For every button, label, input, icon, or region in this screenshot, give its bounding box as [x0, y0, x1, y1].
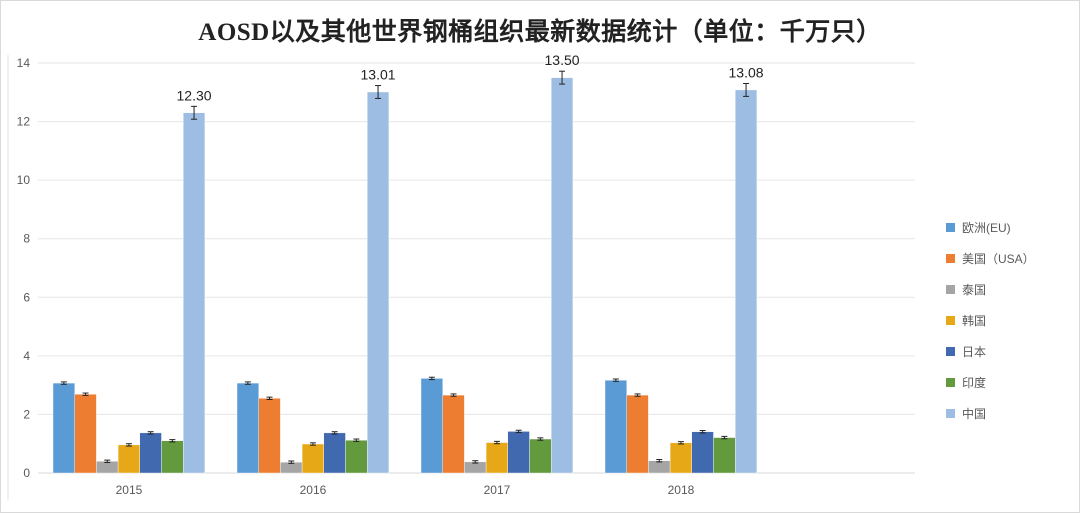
- legend-label: 欧洲(EU): [962, 221, 1011, 235]
- legend-swatch-icon: [946, 285, 955, 294]
- x-tick-label: 2018: [668, 483, 695, 497]
- legend-item: 印度: [946, 367, 1035, 398]
- data-label: 13.50: [545, 52, 580, 68]
- y-tick-label: 6: [23, 290, 30, 304]
- y-tick-label: 10: [17, 173, 31, 187]
- bar: [713, 437, 736, 474]
- x-tick-label: 2017: [484, 483, 511, 497]
- legend-label: 韩国: [962, 314, 987, 328]
- bar: [139, 432, 162, 474]
- bar: [52, 382, 75, 474]
- legend-label: 美国（USA）: [962, 252, 1035, 266]
- bar: [485, 442, 509, 474]
- legend-item: 韩国: [946, 305, 1035, 336]
- legend-item: 泰国: [946, 274, 1035, 305]
- bar: [236, 382, 259, 474]
- data-label: 12.30: [177, 87, 212, 103]
- y-tick-label: 14: [17, 56, 31, 70]
- chart-title: AOSD以及其他世界钢桶组织最新数据统计（单位：千万只）: [198, 19, 882, 46]
- bar: [161, 440, 184, 474]
- data-label: 13.01: [361, 67, 396, 83]
- bar: [669, 442, 692, 474]
- chart-legend: 欧洲(EU) 美国（USA） 泰国韩国日本印度中国: [946, 212, 1035, 429]
- bar: [74, 394, 97, 474]
- legend-label: 中国: [962, 407, 987, 421]
- legend-item: 日本: [946, 336, 1035, 367]
- legend-swatch-icon: [946, 378, 955, 387]
- legend-swatch-icon: [946, 347, 955, 356]
- legend-swatch-icon: [946, 409, 955, 418]
- y-tick-label: 0: [23, 466, 30, 480]
- y-tick-label: 4: [23, 349, 30, 363]
- bar: [648, 460, 671, 474]
- bar: [367, 91, 390, 474]
- bar: [551, 77, 574, 474]
- bar: [96, 461, 119, 474]
- bar: [323, 432, 346, 474]
- data-label: 13.08: [729, 65, 764, 81]
- bar: [691, 431, 714, 474]
- bar: [735, 89, 758, 474]
- x-tick-label: 2016: [300, 483, 327, 497]
- legend-swatch-icon: [946, 316, 955, 325]
- legend-item: 欧洲(EU): [946, 212, 1035, 243]
- legend-swatch-icon: [946, 254, 955, 263]
- bar: [604, 379, 627, 474]
- legend-item: 美国（USA）: [946, 243, 1035, 274]
- legend-item: 中国: [946, 398, 1035, 429]
- bar: [301, 443, 325, 474]
- y-tick-label: 12: [17, 115, 31, 129]
- legend-label: 日本: [962, 345, 987, 359]
- bar: [345, 440, 368, 474]
- bar: [442, 394, 465, 474]
- x-tick-label: 2015: [116, 483, 143, 497]
- bar: [182, 112, 206, 474]
- bar: [529, 438, 552, 474]
- legend-label: 印度: [962, 376, 987, 390]
- bar: [258, 398, 281, 474]
- y-tick-label: 2: [23, 407, 30, 421]
- bar: [626, 394, 649, 474]
- bar: [507, 431, 530, 474]
- legend-swatch-icon: [946, 223, 955, 232]
- bar: [117, 444, 140, 474]
- y-tick-label: 8: [23, 232, 30, 246]
- legend-label: 泰国: [962, 283, 987, 297]
- bar: [420, 378, 443, 474]
